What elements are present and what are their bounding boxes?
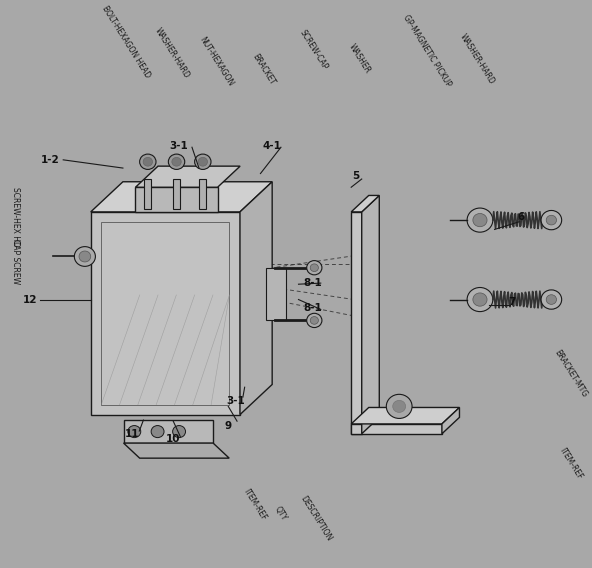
- Polygon shape: [136, 166, 240, 187]
- Text: 6: 6: [517, 212, 525, 222]
- Text: 8-1: 8-1: [304, 278, 323, 288]
- Text: 11: 11: [124, 429, 139, 438]
- Text: WASHER-HARD: WASHER-HARD: [153, 26, 192, 80]
- Text: 3-1: 3-1: [227, 396, 245, 406]
- Circle shape: [140, 154, 156, 169]
- Text: BRACKET: BRACKET: [250, 52, 276, 87]
- Text: ITEM-REF: ITEM-REF: [558, 446, 584, 481]
- Text: 1-2: 1-2: [40, 155, 59, 165]
- Circle shape: [307, 314, 322, 328]
- Text: SCREW-HEX HD: SCREW-HEX HD: [11, 187, 20, 247]
- Circle shape: [173, 425, 185, 437]
- Polygon shape: [351, 407, 459, 424]
- Bar: [144, 179, 152, 209]
- Bar: [124, 420, 213, 443]
- Text: WASHER-HARD: WASHER-HARD: [458, 33, 496, 86]
- Circle shape: [168, 154, 185, 169]
- Polygon shape: [240, 182, 272, 415]
- Circle shape: [473, 214, 487, 227]
- Circle shape: [310, 264, 318, 272]
- Circle shape: [546, 295, 556, 304]
- Polygon shape: [351, 195, 379, 212]
- Text: BRACKET-MTG: BRACKET-MTG: [552, 348, 589, 399]
- Text: BOLT-HEXAGON HEAD: BOLT-HEXAGON HEAD: [100, 5, 152, 80]
- Circle shape: [143, 157, 153, 166]
- Circle shape: [195, 154, 211, 169]
- Bar: [351, 424, 442, 434]
- Text: 12: 12: [23, 295, 38, 304]
- Bar: [173, 179, 180, 209]
- Text: DESCRIPTION: DESCRIPTION: [298, 495, 333, 543]
- Circle shape: [387, 394, 412, 419]
- Text: ITEM-REF: ITEM-REF: [242, 487, 268, 523]
- Text: GP-MAGNETIC PICKUP: GP-MAGNETIC PICKUP: [401, 13, 453, 87]
- Circle shape: [307, 261, 322, 275]
- Circle shape: [392, 400, 406, 412]
- Bar: [200, 179, 207, 209]
- Text: 3-1: 3-1: [169, 141, 188, 151]
- Text: 10: 10: [165, 435, 180, 444]
- Bar: [91, 212, 240, 415]
- Bar: [266, 268, 286, 320]
- Bar: [351, 212, 362, 434]
- Text: 9: 9: [225, 420, 232, 431]
- Text: SCREW-CAP: SCREW-CAP: [297, 29, 329, 72]
- Polygon shape: [124, 443, 229, 458]
- Circle shape: [473, 293, 487, 306]
- Circle shape: [467, 287, 493, 312]
- Polygon shape: [91, 182, 272, 212]
- Circle shape: [75, 247, 95, 266]
- Circle shape: [79, 251, 91, 262]
- Text: CAP SCREW: CAP SCREW: [11, 239, 20, 284]
- Text: QTY: QTY: [273, 504, 289, 522]
- Bar: [136, 187, 218, 212]
- Text: NUT-HEXAGON: NUT-HEXAGON: [198, 35, 235, 87]
- Text: 7: 7: [509, 297, 516, 307]
- Text: 8-1: 8-1: [304, 303, 323, 313]
- Circle shape: [128, 425, 141, 437]
- Text: WASHER: WASHER: [348, 42, 372, 75]
- Circle shape: [546, 215, 556, 225]
- Circle shape: [310, 316, 318, 324]
- Circle shape: [541, 290, 562, 309]
- Circle shape: [172, 157, 181, 166]
- Circle shape: [467, 208, 493, 232]
- Polygon shape: [362, 195, 379, 434]
- Circle shape: [541, 211, 562, 229]
- Circle shape: [198, 157, 208, 166]
- Bar: [101, 222, 230, 405]
- Polygon shape: [442, 407, 459, 434]
- Text: 4-1: 4-1: [263, 141, 282, 151]
- Text: 5: 5: [352, 172, 359, 181]
- Circle shape: [151, 425, 164, 437]
